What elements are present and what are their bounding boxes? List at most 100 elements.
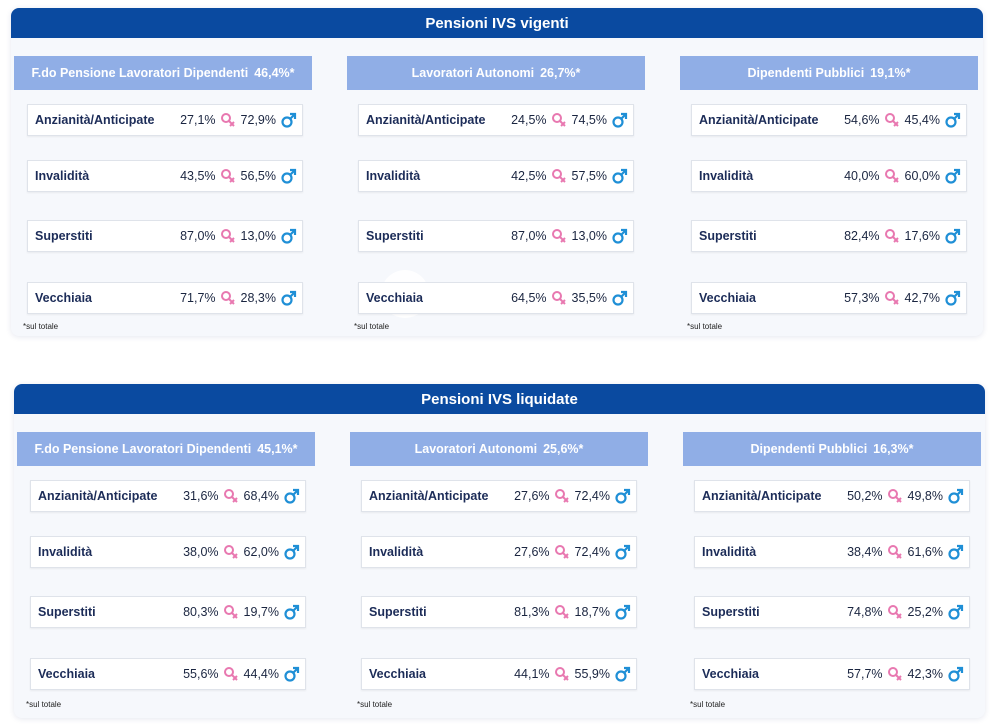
table-row: Invalidità 42,5% 57,5% xyxy=(358,160,634,192)
table-row: Anzianità/Anticipate 24,5% 74,5% xyxy=(358,104,634,136)
female-value: 74,8% xyxy=(847,605,883,619)
female-symbol-icon xyxy=(887,605,902,619)
male-value: 42,7% xyxy=(904,291,940,305)
female-symbol-icon xyxy=(551,113,566,127)
footnote: *sul totale xyxy=(687,322,723,331)
female-symbol-icon xyxy=(223,545,238,559)
female-value: 27,6% xyxy=(514,545,550,559)
female-value: 80,3% xyxy=(183,605,219,619)
column-name: Dipendenti Pubblici xyxy=(750,442,868,456)
male-symbol-icon xyxy=(615,488,631,504)
row-label: Vecchiaia xyxy=(38,667,95,681)
table-row: Invalidità 38,4% 61,6% xyxy=(694,536,970,568)
column-header-autonomi: Lavoratori Autonomi 25,6%* xyxy=(350,432,648,466)
female-symbol-icon xyxy=(884,169,899,183)
table-row: Anzianità/Anticipate 27,6% 72,4% xyxy=(361,480,637,512)
row-label: Superstiti xyxy=(699,229,757,243)
male-value: 60,0% xyxy=(904,169,940,183)
row-label: Superstiti xyxy=(35,229,93,243)
table-row: Invalidità 38,0% 62,0% xyxy=(30,536,306,568)
table-row: Vecchiaia 44,1% 55,9% xyxy=(361,658,637,690)
male-symbol-icon xyxy=(281,228,297,244)
male-value: 17,6% xyxy=(904,229,940,243)
footnote: *sul totale xyxy=(354,322,390,331)
table-row: Vecchiaia 55,6% 44,4% xyxy=(30,658,306,690)
female-symbol-icon xyxy=(884,113,899,127)
female-symbol-icon xyxy=(554,545,569,559)
column-name: F.do Pensione Lavoratori Dipendenti xyxy=(31,66,249,80)
male-value: 19,7% xyxy=(243,605,279,619)
male-symbol-icon xyxy=(945,290,961,306)
row-label: Invalidità xyxy=(699,169,754,183)
table-row: Vecchiaia 57,7% 42,3% xyxy=(694,658,970,690)
male-value: 56,5% xyxy=(240,169,276,183)
male-symbol-icon xyxy=(615,666,631,682)
male-value: 68,4% xyxy=(243,489,279,503)
male-symbol-icon xyxy=(948,604,964,620)
section-title: Pensioni IVS vigenti xyxy=(11,8,983,38)
table-row: Anzianità/Anticipate 50,2% 49,8% xyxy=(694,480,970,512)
male-symbol-icon xyxy=(281,290,297,306)
table-row: Superstiti 87,0% 13,0% xyxy=(27,220,303,252)
column-share: 26,7%* xyxy=(540,66,581,80)
male-symbol-icon xyxy=(284,666,300,682)
female-symbol-icon xyxy=(551,229,566,243)
row-label: Vecchiaia xyxy=(35,291,92,305)
male-value: 61,6% xyxy=(907,545,943,559)
male-symbol-icon xyxy=(284,544,300,560)
male-symbol-icon xyxy=(281,168,297,184)
female-symbol-icon xyxy=(884,229,899,243)
male-symbol-icon xyxy=(948,544,964,560)
table-row: Invalidità 40,0% 60,0% xyxy=(691,160,967,192)
male-value: 18,7% xyxy=(574,605,610,619)
female-value: 27,1% xyxy=(180,113,216,127)
female-value: 87,0% xyxy=(511,229,547,243)
female-symbol-icon xyxy=(551,169,566,183)
row-label: Invalidità xyxy=(702,545,757,559)
female-value: 87,0% xyxy=(180,229,216,243)
row-label: Anzianità/Anticipate xyxy=(366,113,486,127)
table-row: Superstiti 74,8% 25,2% xyxy=(694,596,970,628)
section-liquidate: Pensioni IVS liquidate F.do Pensione Lav… xyxy=(14,384,985,718)
male-value: 72,4% xyxy=(574,545,610,559)
male-value: 74,5% xyxy=(571,113,607,127)
row-label: Anzianità/Anticipate xyxy=(702,489,822,503)
female-symbol-icon xyxy=(223,667,238,681)
table-row: Superstiti 80,3% 19,7% xyxy=(30,596,306,628)
row-label: Vecchiaia xyxy=(699,291,756,305)
column-header-fpld: F.do Pensione Lavoratori Dipendenti 46,4… xyxy=(14,56,312,90)
column-header-pubblici: Dipendenti Pubblici 19,1%* xyxy=(680,56,978,90)
female-symbol-icon xyxy=(554,667,569,681)
row-label: Vecchiaia xyxy=(369,667,426,681)
row-label: Anzianità/Anticipate xyxy=(369,489,489,503)
male-value: 13,0% xyxy=(240,229,276,243)
male-symbol-icon xyxy=(284,604,300,620)
male-value: 62,0% xyxy=(243,545,279,559)
female-symbol-icon xyxy=(223,605,238,619)
male-value: 42,3% xyxy=(907,667,943,681)
column-header-fpld: F.do Pensione Lavoratori Dipendenti 45,1… xyxy=(17,432,315,466)
table-row: Invalidità 43,5% 56,5% xyxy=(27,160,303,192)
footnote: *sul totale xyxy=(690,700,726,709)
male-value: 45,4% xyxy=(904,113,940,127)
table-row: Superstiti 81,3% 18,7% xyxy=(361,596,637,628)
column-header-autonomi: Lavoratori Autonomi 26,7%* xyxy=(347,56,645,90)
female-value: 42,5% xyxy=(511,169,547,183)
female-value: 82,4% xyxy=(844,229,880,243)
female-value: 50,2% xyxy=(847,489,883,503)
row-label: Superstiti xyxy=(369,605,427,619)
female-value: 38,4% xyxy=(847,545,883,559)
female-value: 64,5% xyxy=(511,291,547,305)
row-label: Superstiti xyxy=(366,229,424,243)
male-value: 25,2% xyxy=(907,605,943,619)
column-name: Dipendenti Pubblici xyxy=(747,66,865,80)
male-value: 28,3% xyxy=(240,291,276,305)
female-symbol-icon xyxy=(220,169,235,183)
female-value: 81,3% xyxy=(514,605,550,619)
male-value: 35,5% xyxy=(571,291,607,305)
female-value: 24,5% xyxy=(511,113,547,127)
female-symbol-icon xyxy=(554,605,569,619)
row-label: Vecchiaia xyxy=(366,291,423,305)
male-symbol-icon xyxy=(615,544,631,560)
female-value: 55,6% xyxy=(183,667,219,681)
